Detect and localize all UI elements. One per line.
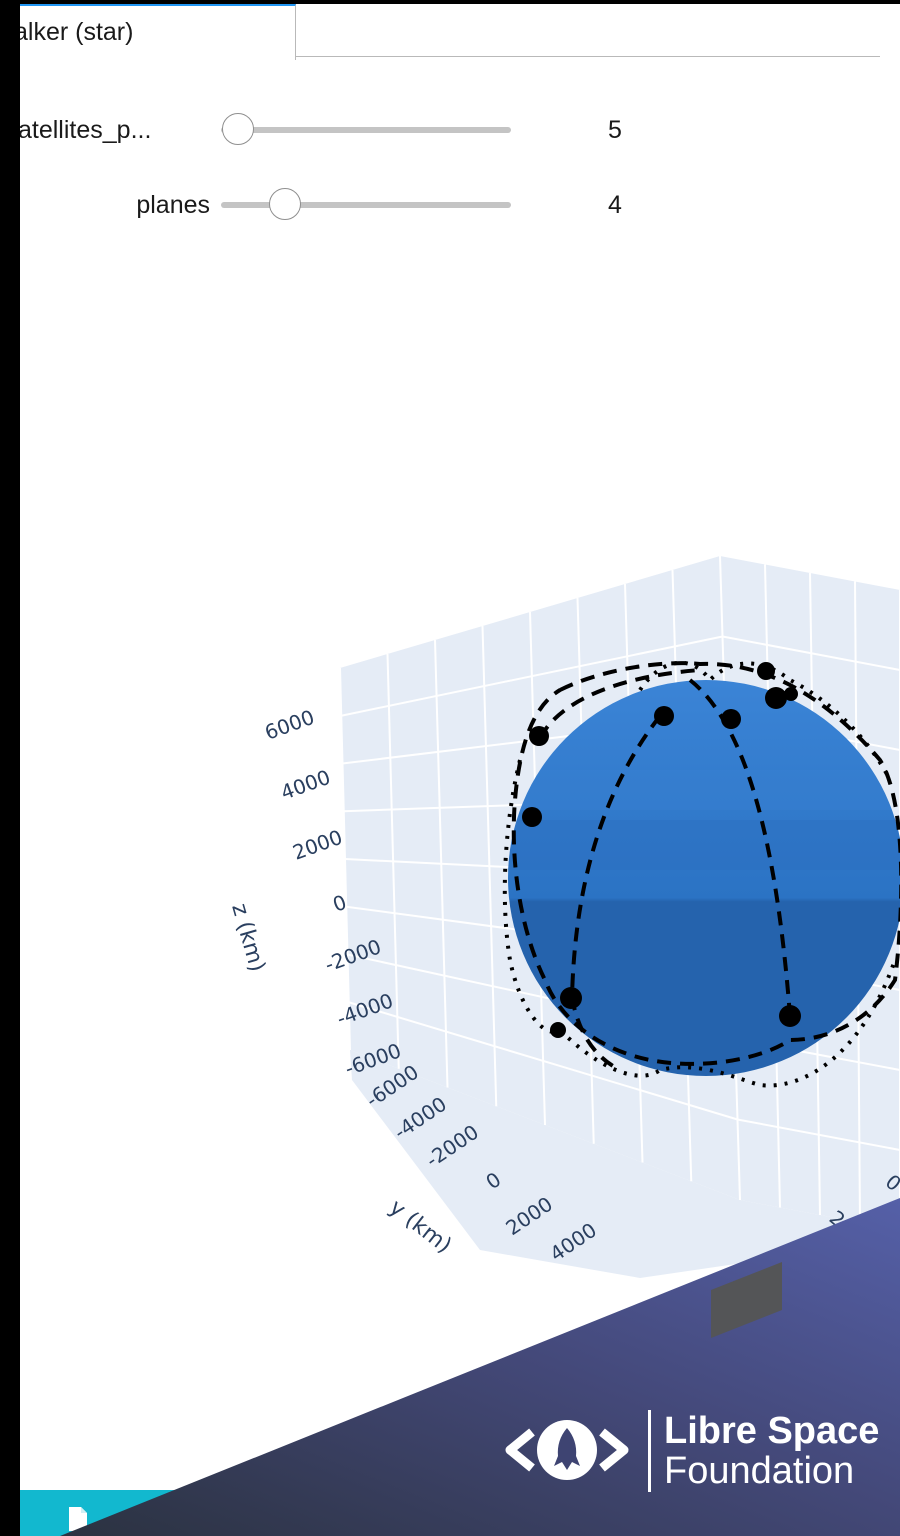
satellite-marker [522, 807, 542, 827]
grid-line [348, 1001, 738, 1121]
grid-line [341, 635, 723, 717]
satellite-marker [721, 709, 741, 729]
slider-row-satellites-per-plane: atellites_p... 5 [20, 110, 720, 150]
satellite-markers [522, 662, 801, 1038]
orbit-dashed-meridian-1 [569, 714, 662, 1072]
window-edge-top [0, 0, 900, 4]
slider-value-planes: 4 [608, 191, 622, 219]
satellite-marker [529, 726, 549, 746]
window-edge [0, 0, 20, 1536]
grid-line [722, 635, 900, 671]
slider-track-satellites-per-plane[interactable] [221, 113, 511, 145]
orbit-dashed-inner-left [538, 668, 701, 739]
brand-name-line1: Libre Space [664, 1410, 880, 1452]
orbit-dotted-top [638, 660, 892, 781]
slider-label-satellites-per-plane: atellites_p... [20, 116, 152, 144]
libre-space-logo-icon [505, 1420, 629, 1480]
slider-track-planes[interactable] [221, 188, 511, 220]
brand-name-line2: Foundation [664, 1450, 855, 1492]
earth-sphere[interactable] [508, 680, 900, 1076]
satellite-marker [779, 1005, 801, 1027]
orbit-dashed-meridian-2 [688, 678, 792, 1017]
logo-divider [648, 1410, 651, 1492]
orbit-dotted-outer [502, 759, 897, 1088]
slider-handle-satellites-per-plane[interactable] [222, 113, 255, 145]
satellite-marker [654, 706, 674, 726]
slider-label-planes: planes [136, 191, 210, 219]
satellite-marker [765, 687, 787, 709]
tab-bar: alker (star) [20, 4, 900, 60]
tab-bar-divider [296, 56, 880, 57]
satellite-marker [560, 987, 582, 1009]
tab-walker-star[interactable]: alker (star) [20, 4, 296, 60]
scene-floor [350, 1050, 900, 1278]
slider-row-planes: planes 4 [20, 185, 720, 225]
orbit-paths [502, 660, 900, 1088]
sphere-shading [508, 770, 900, 870]
satellite-marker [550, 1022, 566, 1038]
satellite-marker [757, 662, 775, 680]
slider-value-satellites-per-plane: 5 [608, 116, 622, 144]
banner-accent-block [711, 1262, 782, 1338]
file-icon[interactable] [68, 1506, 88, 1532]
satellite-marker [784, 687, 798, 701]
slider-handle-planes[interactable] [268, 188, 301, 220]
grid-line [737, 1118, 900, 1151]
